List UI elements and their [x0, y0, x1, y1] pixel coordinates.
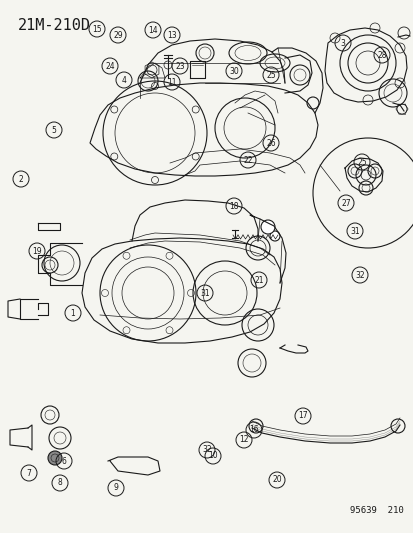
Text: 11: 11 [167, 77, 176, 86]
Circle shape [48, 451, 62, 465]
Text: 28: 28 [376, 51, 386, 60]
Text: 95639  210: 95639 210 [349, 506, 403, 515]
Text: 16: 16 [249, 425, 258, 434]
Text: 12: 12 [239, 435, 248, 445]
Text: 25: 25 [266, 70, 275, 79]
Text: 9: 9 [113, 483, 118, 492]
Text: 7: 7 [26, 469, 31, 478]
Text: 18: 18 [229, 201, 238, 211]
Text: 32: 32 [202, 446, 211, 455]
Text: 3: 3 [340, 38, 344, 47]
Circle shape [260, 220, 274, 234]
Text: 5: 5 [52, 125, 56, 134]
Text: 15: 15 [92, 25, 102, 34]
Text: 31: 31 [349, 227, 359, 236]
Text: 1: 1 [71, 309, 75, 318]
Text: 14: 14 [148, 26, 157, 35]
Text: 2: 2 [19, 174, 23, 183]
Text: 21M-210D: 21M-210D [18, 18, 91, 33]
Text: 13: 13 [167, 30, 176, 39]
Text: 26: 26 [266, 139, 275, 148]
Text: 25: 25 [356, 157, 366, 166]
Text: 17: 17 [297, 411, 307, 421]
Circle shape [269, 231, 279, 241]
Text: 19: 19 [32, 246, 42, 255]
Text: 27: 27 [340, 198, 350, 207]
Text: 24: 24 [105, 61, 114, 70]
Text: 31: 31 [200, 288, 209, 297]
Text: 10: 10 [208, 451, 217, 461]
Text: 32: 32 [354, 271, 364, 279]
Text: 4: 4 [121, 76, 126, 85]
Text: 6: 6 [62, 456, 66, 465]
Text: 22: 22 [243, 156, 252, 165]
Text: 8: 8 [57, 479, 62, 488]
Text: 29: 29 [113, 30, 123, 39]
Text: 21: 21 [254, 276, 263, 285]
Text: 30: 30 [228, 67, 238, 76]
Text: 23: 23 [175, 61, 184, 70]
Text: 20: 20 [271, 475, 281, 484]
